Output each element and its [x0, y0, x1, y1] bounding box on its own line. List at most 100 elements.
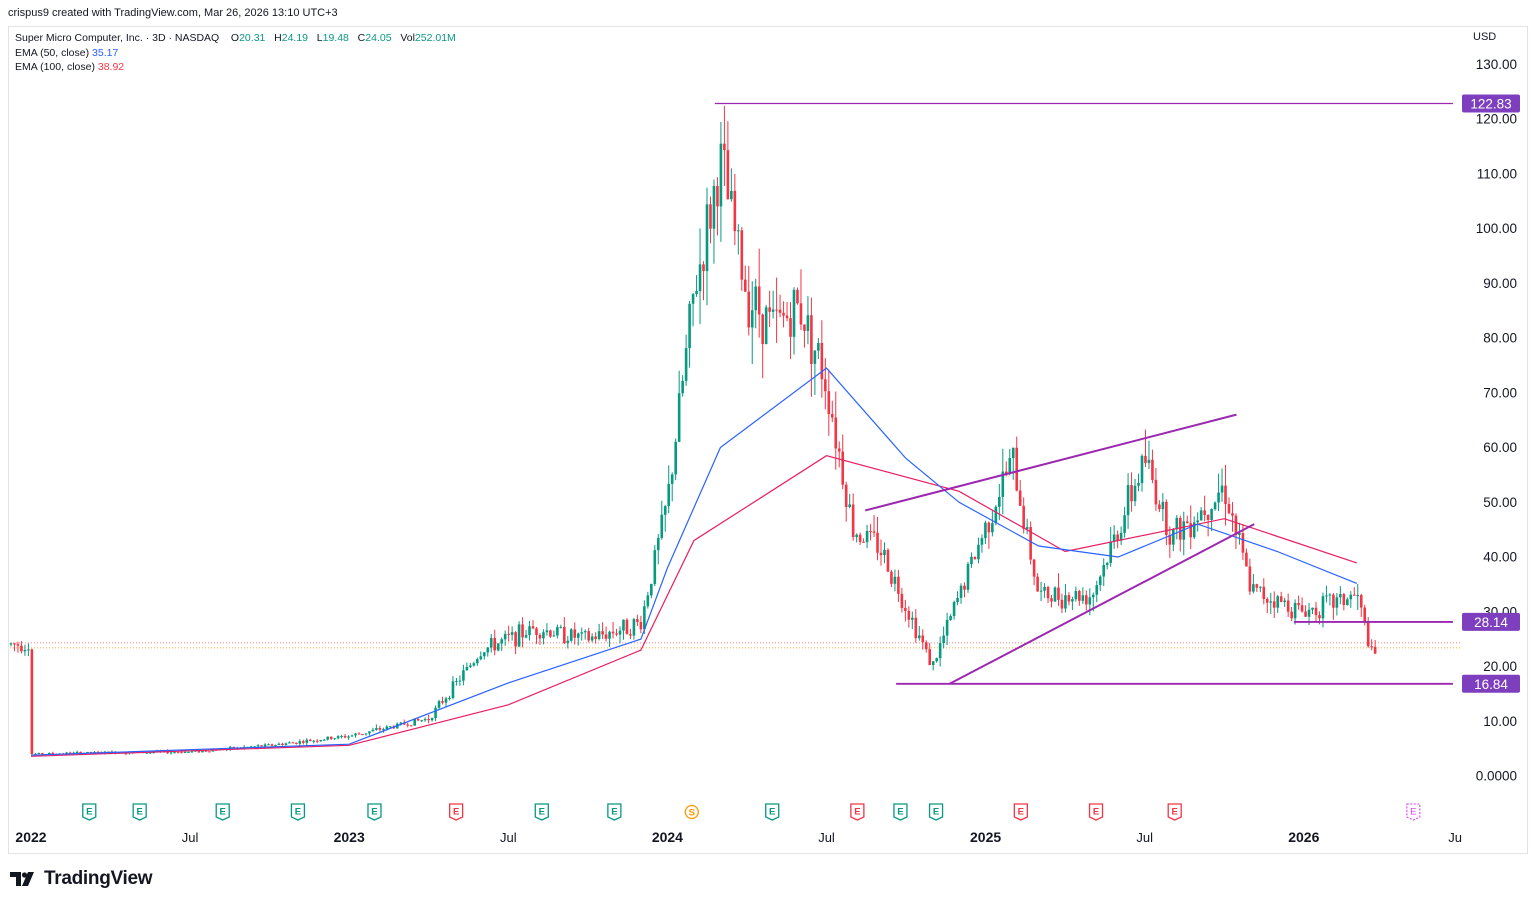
candle-body [1168, 535, 1172, 545]
candle-body [684, 348, 688, 381]
candle-body [347, 736, 350, 738]
candle-body [1067, 595, 1071, 602]
candle-body [1178, 517, 1182, 540]
chart-pane[interactable] [8, 26, 1528, 854]
candle-body [890, 571, 893, 584]
candle-body [1105, 562, 1109, 565]
event-letter: E [295, 807, 301, 818]
candle-body [1109, 541, 1112, 563]
candle-body [152, 752, 155, 754]
candle-body [1332, 594, 1335, 608]
candle-body [646, 595, 650, 607]
candle-body [1307, 609, 1311, 617]
candle-body [1060, 599, 1064, 609]
candle-body [1098, 576, 1102, 586]
event-letter: E [86, 807, 92, 818]
candle-body [1297, 602, 1300, 606]
candle-body [326, 736, 329, 740]
event-shape [448, 803, 464, 821]
candle-body [187, 751, 190, 753]
earnings-event-icon: E [607, 803, 622, 821]
candle-body [521, 624, 524, 638]
candle-body [1199, 510, 1203, 521]
candle-body [764, 307, 768, 345]
candle-body [1144, 455, 1147, 464]
event-shape [367, 803, 382, 821]
candle-body [900, 593, 904, 608]
event-letter: E [1018, 807, 1024, 818]
candle-body [563, 626, 566, 644]
x-tick-label: 2026 [1288, 829, 1319, 845]
candle-body [315, 740, 319, 742]
ema50-value: 35.17 [92, 46, 119, 59]
candle-body [991, 523, 994, 533]
candle-body [771, 309, 775, 312]
candle-body [1318, 615, 1321, 619]
candles-group [9, 105, 1377, 756]
event-shape [893, 803, 908, 821]
candle-body [1151, 459, 1154, 480]
candle-body [1276, 596, 1280, 608]
candle-body [354, 733, 357, 736]
event-shape [215, 803, 230, 821]
event-letter: E [453, 807, 459, 818]
candle-body [1032, 559, 1036, 577]
candle-body [1185, 521, 1189, 524]
price-label-text: 16.84 [1474, 677, 1508, 692]
candle-body [601, 631, 604, 635]
candle-body [740, 230, 744, 280]
candle-body [615, 633, 618, 635]
ema100-value: 38.92 [97, 61, 125, 73]
event-shape [850, 803, 865, 821]
candle-body [1300, 605, 1304, 612]
earnings-event-icon: E [928, 803, 944, 821]
candle-body [580, 632, 584, 634]
candle-body [629, 634, 632, 636]
candle-body [1008, 457, 1012, 474]
y-tick-label: 40.00 [1483, 550, 1517, 565]
candle-body [970, 556, 973, 565]
candle-body [30, 649, 34, 755]
candle-body [486, 647, 490, 653]
tradingview-logo: TradingView [10, 868, 153, 890]
earnings-event-icon: E [1013, 803, 1028, 821]
candle-body [883, 549, 886, 556]
created-by-line: crispus9 created with TradingView.com, M… [8, 7, 338, 19]
symbol-row[interactable]: Super Micro Computer, Inc. · 3D · NASDAQ… [15, 31, 456, 46]
price-label-28-14: 28.14 [1462, 612, 1520, 631]
candle-body [416, 719, 420, 721]
candle-body [288, 742, 291, 744]
candle-body [681, 380, 684, 394]
candle-body [1342, 594, 1346, 605]
candle-body [267, 744, 270, 746]
candle-body [897, 576, 900, 594]
candle-body [1203, 510, 1206, 515]
candle-body [524, 635, 528, 638]
candle-body [643, 606, 646, 630]
price-label-bg [1462, 94, 1520, 113]
candle-body [183, 751, 187, 754]
candle-body [281, 743, 284, 746]
ema50-row[interactable]: EMA (50, close) 35.17 [15, 46, 456, 61]
candle-body [695, 291, 698, 295]
candle-body [469, 665, 472, 667]
earnings-event-icon: E [1088, 803, 1104, 821]
candle-body [333, 738, 336, 740]
candle-body [1272, 601, 1276, 608]
ema100-label: EMA (100, close) [15, 61, 95, 73]
candle-body [1015, 447, 1019, 491]
candle-body [636, 619, 639, 623]
candle-body [148, 752, 152, 754]
candle-body [719, 143, 723, 207]
candle-body [263, 744, 267, 747]
candle-body [876, 532, 879, 553]
candle-body [545, 630, 549, 633]
candle-body [260, 745, 263, 747]
event-shape [1088, 803, 1104, 821]
price-label-bg [1462, 674, 1520, 693]
event-letter: E [220, 807, 226, 818]
event-shape [132, 803, 147, 821]
candle-body [465, 666, 469, 671]
ema100-row[interactable]: EMA (100, close) 38.92 [15, 60, 456, 75]
